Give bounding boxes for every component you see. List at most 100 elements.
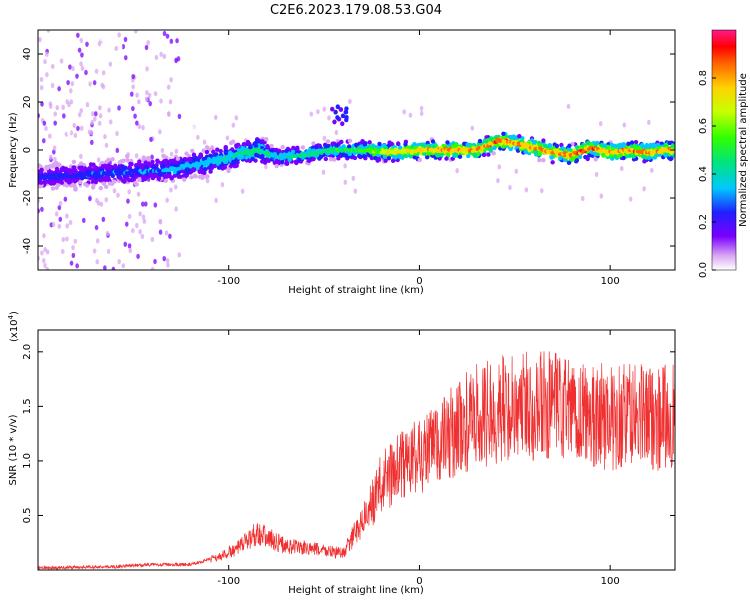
spectrogram-cell [390, 158, 396, 164]
spectrogram-cell [173, 184, 178, 190]
spectrogram-cell [362, 142, 367, 147]
spectrogram-cell [496, 178, 500, 184]
spectrogram-cell [39, 85, 44, 91]
spectrogram-cell [90, 185, 96, 190]
spectrogram-cell [79, 108, 84, 114]
spectrogram-cell [109, 249, 114, 255]
spectrogram-cell [116, 192, 120, 198]
spectrogram-cell [480, 127, 485, 134]
spectrogram-cell [339, 139, 344, 145]
spectrogram-cell [40, 250, 44, 256]
spectrogram-cell [108, 164, 113, 170]
spectrogram-cell [667, 140, 672, 146]
top-x-tick-label: 100 [601, 276, 620, 287]
spectrogram-cell [38, 180, 44, 185]
spectrogram-cell [66, 129, 71, 136]
spectrogram-cell [543, 143, 548, 149]
spectrogram-cell [55, 105, 59, 111]
spectrogram-cell [325, 144, 331, 149]
spectrogram-cell [222, 108, 226, 114]
snr-series-line [38, 351, 675, 570]
spectrogram-cell [621, 155, 626, 161]
spectrogram-cell [105, 230, 110, 237]
spectrogram-cell [129, 91, 134, 97]
spectrogram-cell [402, 109, 406, 115]
spectrogram-cell [539, 188, 544, 194]
spectrogram-cell [566, 103, 571, 110]
spectrogram-cell [55, 162, 60, 167]
spectrogram-cell [160, 147, 165, 154]
spectrogram-cell [168, 99, 173, 105]
spectrogram-cell [643, 144, 648, 149]
spectrogram-cell [669, 156, 674, 161]
spectrogram-cell [38, 58, 41, 64]
colorbar-label: Normalized spectral amplitude [738, 73, 749, 227]
spectrogram-cell [137, 99, 141, 105]
spectrogram-cell [317, 156, 322, 161]
spectrogram-cell [537, 157, 542, 163]
spectrogram-cell [79, 37, 84, 44]
spectrogram-cell [663, 153, 668, 158]
spectrogram-cell [125, 157, 130, 163]
spectrogram-cell [117, 105, 121, 111]
spectrogram-cell [43, 262, 47, 269]
spectrogram-cell [269, 143, 274, 149]
spectrogram-cell [118, 44, 123, 50]
spectrogram-cell [111, 266, 116, 270]
snr-marks [38, 351, 675, 570]
spectrogram-cell [165, 197, 169, 203]
spectrogram-cell [221, 113, 225, 119]
spectrogram-cell [95, 259, 100, 265]
spectrogram-cell [234, 115, 239, 121]
spectrogram-cell [174, 57, 178, 63]
spectrogram-cell [334, 129, 339, 136]
spectrogram-cell [85, 102, 90, 108]
spectrogram-cell [629, 140, 635, 145]
spectrogram-cell [117, 160, 122, 165]
spectrogram-cell [67, 180, 72, 185]
spectrogram-cell [509, 198, 514, 204]
spectrogram-cell [508, 135, 514, 140]
spectrogram-cell [501, 131, 506, 137]
spectrogram-marks [38, 30, 675, 270]
spectrogram-cell [76, 32, 80, 38]
spectrogram-cell [234, 143, 239, 148]
spectrogram-cell [68, 64, 72, 70]
spectrogram-cell [175, 156, 181, 161]
spectrogram-cell [165, 33, 170, 39]
spectrogram-cell [629, 144, 634, 149]
spectrogram-cell [56, 246, 60, 252]
spectrogram-cell [389, 141, 394, 147]
spectrogram-cell [57, 205, 62, 211]
spectrogram-cell [90, 139, 94, 145]
spectrogram-cell [65, 213, 69, 219]
spectrogram-cell [347, 151, 353, 157]
spectrogram-cell [103, 265, 107, 270]
spectrogram-cell [130, 227, 135, 234]
spectrogram-cell [277, 148, 282, 154]
spectrogram-cell [92, 116, 97, 122]
spectrogram-cell [79, 175, 85, 181]
spectrogram-cell [508, 143, 513, 148]
spectrogram-cell [150, 159, 155, 165]
spectrogram-cell [541, 158, 546, 163]
spectrogram-cell [62, 113, 66, 119]
spectrogram-cell [193, 174, 198, 179]
spectrogram-cell [465, 142, 470, 147]
bottom-y-axis-label: SNR (10 * v/v) [8, 414, 19, 485]
spectrogram-cell [344, 115, 349, 120]
spectrogram-cell [581, 188, 586, 194]
spectrogram-cell [112, 179, 117, 184]
spectrogram-cell [58, 216, 63, 222]
spectrogram-cell [335, 104, 340, 110]
spectrogram-cell [146, 40, 150, 46]
spectrogram-cell [153, 258, 157, 265]
spectrogram-cell [212, 163, 217, 169]
spectrogram-cell [106, 248, 111, 254]
spectrogram-cell [101, 70, 106, 76]
spectrogram-cell [274, 163, 279, 169]
spectrogram-cell [652, 155, 658, 160]
spectrogram-cell [76, 125, 80, 131]
spectrogram-cell [80, 166, 85, 171]
